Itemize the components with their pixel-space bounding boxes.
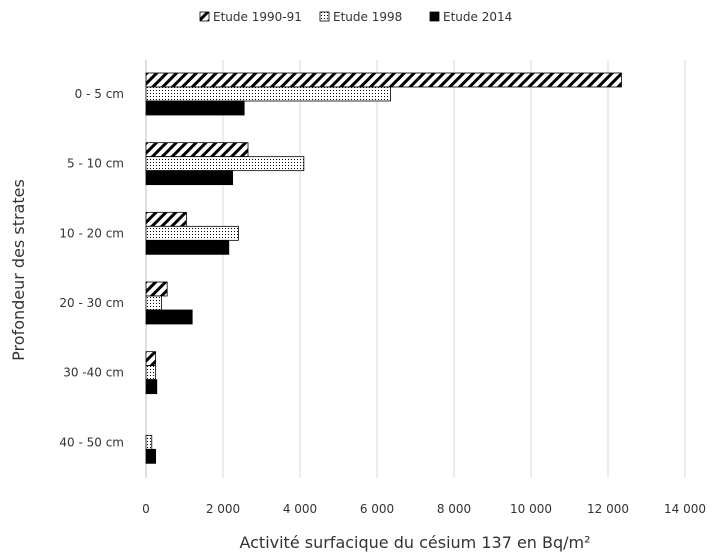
x-tick-label: 2 000: [206, 502, 240, 516]
bars: [145, 72, 622, 464]
bar: [145, 211, 187, 227]
y-axis-title: Profondeur des strates: [9, 179, 28, 361]
category-label: 0 - 5 cm: [75, 87, 124, 101]
category-label: 40 - 50 cm: [59, 435, 124, 449]
bar: [145, 351, 157, 367]
bar: [145, 281, 168, 297]
bar: [145, 365, 157, 381]
legend: Etude 1990-91 Etude 1998 Etude 2014: [199, 10, 512, 24]
bar: [145, 86, 391, 102]
category-label: 10 - 20 cm: [59, 226, 124, 240]
bar: [145, 72, 622, 88]
x-tick-label: 8 000: [437, 502, 471, 516]
bar: [145, 448, 157, 464]
x-tick-labels: 0 2 000 4 000 6 000 8 000 10 000 12 000 14 000: [142, 502, 706, 516]
legend-swatch: [429, 11, 440, 22]
x-tick-label: 10 000: [510, 502, 552, 516]
x-tick-label: 0: [142, 502, 150, 516]
category-label: 20 - 30 cm: [59, 296, 124, 310]
legend-swatch: [199, 11, 210, 22]
x-axis-title: Activité surfacique du césium 137 en Bq/…: [239, 533, 590, 552]
legend-label: Etude 1990-91: [213, 10, 302, 24]
bar: [145, 239, 230, 255]
category-label: 30 -40 cm: [63, 366, 124, 380]
category-label: 5 - 10 cm: [67, 157, 124, 171]
bar: [145, 379, 158, 395]
legend-swatch: [319, 11, 330, 22]
bar: [145, 309, 193, 325]
bar: [145, 156, 305, 172]
x-tick-label: 4 000: [283, 502, 317, 516]
bar: [145, 142, 249, 158]
bar: [145, 225, 239, 241]
category-labels: 0 - 5 cm 5 - 10 cm 10 - 20 cm 20 - 30 cm 30 …: [59, 87, 124, 449]
x-tick-label: 14 000: [664, 502, 706, 516]
legend-label: Etude 1998: [333, 10, 402, 24]
bar: [145, 100, 245, 116]
grid: [145, 60, 686, 478]
bar: [145, 295, 162, 311]
bar: [145, 170, 234, 186]
x-tick-label: 6 000: [360, 502, 394, 516]
legend-label: Etude 2014: [443, 10, 512, 24]
bar: [145, 434, 153, 450]
x-tick-label: 12 000: [587, 502, 629, 516]
